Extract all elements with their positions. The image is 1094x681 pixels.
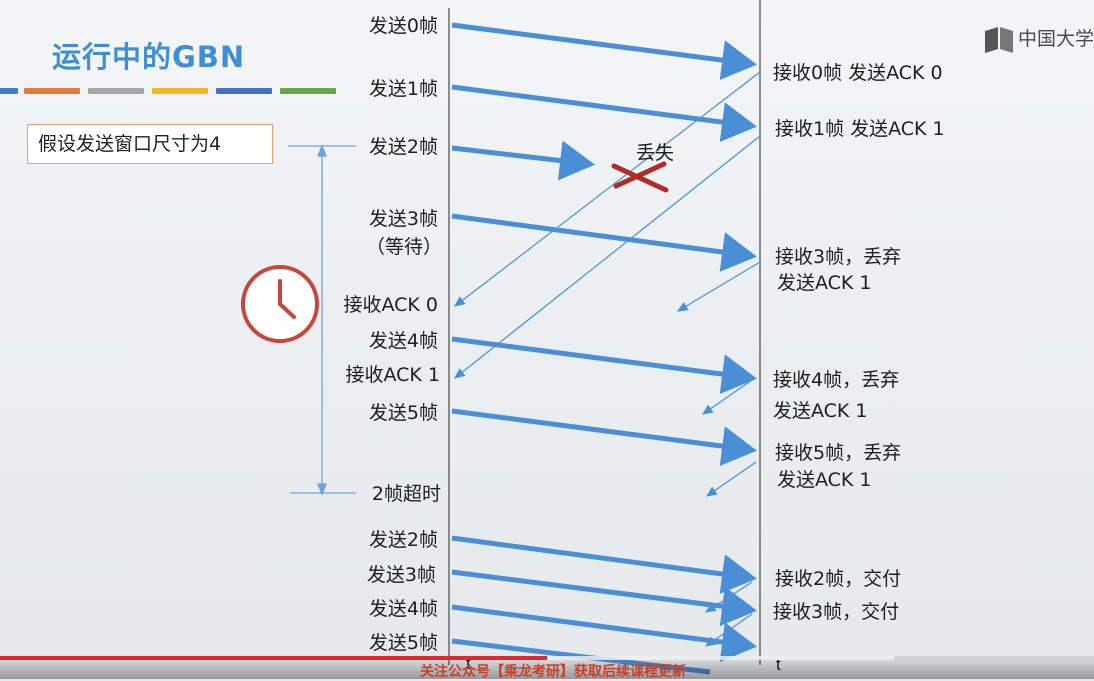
sender-label-recv-ack-0: 接收ACK 0: [343, 294, 438, 316]
sender-label-send-2: 发送2帧: [368, 136, 438, 158]
ack-3-arrow: [705, 613, 753, 647]
ack-1-dup-arrow-c: [706, 461, 757, 497]
receiver-label-recv-4: 接收4帧，丢弃: [773, 369, 900, 391]
ack-1-arrow: [454, 135, 761, 379]
receiver-label-recv-3-deliver: 接收3帧，交付: [773, 601, 900, 623]
ack-1-dup-arrow-b: [702, 379, 753, 415]
slide-title: 运行中的GBN: [52, 40, 246, 74]
frame-1-arrow: [451, 84, 757, 142]
sender-label-send-4: 发送4帧: [368, 330, 438, 352]
stripe-5: [216, 88, 272, 94]
promo-banner: 关注公众号【乘龙考研】获取后续课程更新: [420, 664, 686, 680]
sender-label-timeout: 2帧超时: [371, 483, 441, 505]
frame-0-arrow: [451, 22, 757, 80]
receiver-label-recv-5: 接收5帧，丢弃: [775, 442, 902, 464]
timeout-bracket: [288, 144, 356, 496]
timer-clock-icon: [241, 265, 319, 343]
frame-3-arrow: [451, 213, 757, 272]
frame-arrows: [451, 22, 757, 675]
sender-label-send-1: 发送1帧: [368, 78, 438, 100]
sender-label-resend-2: 发送2帧: [368, 529, 438, 551]
frame-4-arrow: [451, 336, 757, 394]
ack-0-arrow: [454, 71, 761, 307]
stripe-4: [152, 88, 208, 94]
window-size-note: 假设发送窗口尺寸为4: [27, 124, 273, 164]
sender-label-send-3: 发送3帧: [368, 208, 438, 230]
receiver-label-ack-1-c: 发送ACK 1: [777, 469, 872, 491]
resend-2-arrow: [451, 535, 757, 594]
sender-label-wait: （等待）: [365, 236, 442, 258]
sender-label-resend-5: 发送5帧: [368, 632, 438, 654]
receiver-label-recv-0: 接收0帧 发送ACK 0: [773, 62, 943, 84]
stripe-1: [0, 88, 18, 94]
sender-time-axis-label: t: [466, 654, 471, 674]
lost-x-mark: [611, 161, 669, 193]
stripe-6: [280, 88, 336, 94]
stripe-2: [24, 88, 80, 94]
receiver-label-ack-1-a: 发送ACK 1: [777, 272, 872, 294]
frame-5-arrow: [451, 408, 757, 466]
sender-label-resend-3: 发送3帧: [366, 564, 436, 586]
receiver-label-ack-1-b: 发送ACK 1: [773, 400, 868, 422]
lost-label: 丢失: [636, 142, 675, 164]
receiver-label-recv-2-deliver: 接收2帧，交付: [775, 568, 902, 590]
title-color-stripes: [0, 88, 340, 94]
video-progress-fill[interactable]: [0, 656, 547, 660]
sender-label-send-5: 发送5帧: [368, 402, 438, 424]
book-logo-icon: [985, 26, 1013, 53]
ack-1-dup-arrow-a: [676, 261, 761, 312]
ack-2-arrow: [704, 581, 753, 613]
mooc-logo: 中国大学: [984, 24, 1094, 54]
resend-4-arrow: [451, 604, 757, 662]
logo-text: 中国大学: [1018, 28, 1094, 50]
receiver-label-recv-3: 接收3帧，丢弃: [775, 246, 902, 268]
frame-2-arrow-lost: [451, 140, 595, 181]
receiver-label-recv-1: 接收1帧 发送ACK 1: [775, 118, 945, 140]
resend-3-arrow: [451, 569, 757, 627]
sender-label-send-0: 发送0帧: [368, 15, 438, 37]
ack-arrows: [454, 71, 761, 647]
receiver-time-axis-label: t: [776, 655, 781, 675]
stripe-3: [88, 88, 144, 94]
sender-label-resend-4: 发送4帧: [368, 598, 438, 620]
sender-label-recv-ack-1: 接收ACK 1: [345, 364, 440, 386]
